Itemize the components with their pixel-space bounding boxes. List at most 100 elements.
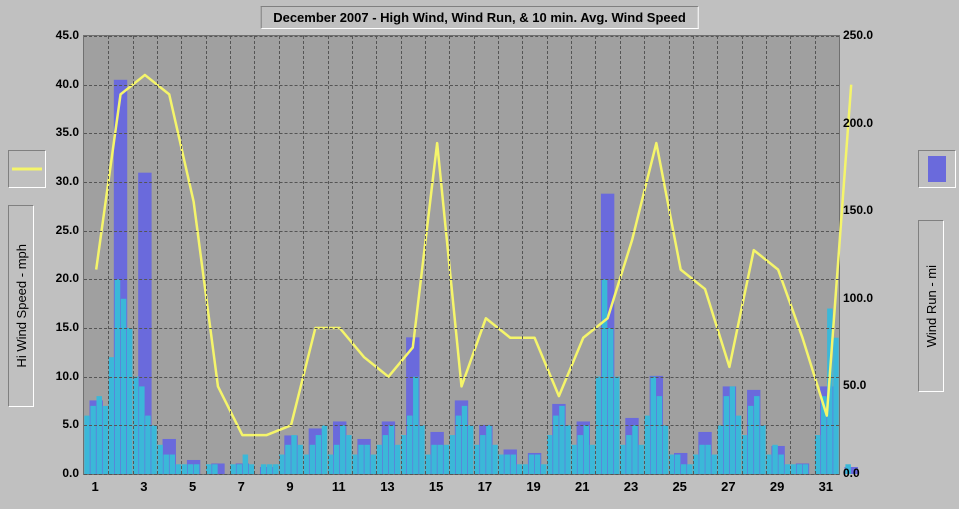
bar-avg-wind [517, 464, 522, 474]
gridline-v [254, 36, 255, 474]
gridline-v [644, 36, 645, 474]
bar-avg-wind [833, 338, 838, 474]
bar-avg-wind [431, 445, 436, 474]
gridline-v [449, 36, 450, 474]
x-tick: 31 [819, 479, 833, 494]
gridline-h [84, 279, 839, 280]
bar-avg-wind [584, 425, 589, 474]
bar-avg-wind [450, 435, 455, 474]
bar-avg-wind [340, 425, 345, 474]
bar-avg-wind [468, 425, 473, 474]
bar-avg-wind [657, 396, 662, 474]
bar-avg-wind [778, 455, 783, 474]
y-left-tick: 20.0 [29, 271, 79, 285]
bar-avg-wind [724, 396, 729, 474]
y-left-tick: 30.0 [29, 174, 79, 188]
gridline-h [84, 182, 839, 183]
bar-avg-wind [529, 455, 534, 474]
x-tick: 27 [721, 479, 735, 494]
legend-bar-swatch [918, 150, 956, 188]
bar-avg-wind [346, 435, 351, 474]
bar-avg-wind [748, 406, 753, 474]
y-right-tick: 200.0 [843, 116, 893, 130]
bar-avg-wind [322, 425, 327, 474]
gridline-v [108, 36, 109, 474]
gridline-v [303, 36, 304, 474]
y-right-tick: 150.0 [843, 203, 893, 217]
x-tick: 7 [238, 479, 245, 494]
bar-avg-wind [297, 445, 302, 474]
bar-avg-wind [304, 455, 309, 474]
gridline-h [84, 377, 839, 378]
x-tick: 9 [286, 479, 293, 494]
bar-avg-wind [711, 455, 716, 474]
bar-avg-wind [797, 464, 802, 474]
y-left-tick: 40.0 [29, 77, 79, 91]
bar-avg-wind [608, 328, 613, 474]
bar-avg-wind [663, 425, 668, 474]
gridline-v [425, 36, 426, 474]
bar-avg-wind [121, 299, 126, 474]
bar-avg-wind [687, 464, 692, 474]
bar-avg-wind [669, 455, 674, 474]
bar-avg-wind [279, 455, 284, 474]
bar-avg-wind [523, 464, 528, 474]
chart-container: { "title": "December 2007 - High Wind, W… [0, 0, 959, 509]
bar-avg-wind [291, 435, 296, 474]
y-right-tick: 100.0 [843, 291, 893, 305]
bar-avg-wind [127, 328, 132, 474]
chart-title: December 2007 - High Wind, Wind Run, & 1… [260, 6, 699, 29]
bar-avg-wind [176, 464, 181, 474]
bar-avg-wind [590, 445, 595, 474]
bar-avg-wind [103, 406, 108, 474]
bar-avg-wind [358, 445, 363, 474]
bar-avg-wind [511, 455, 516, 474]
bar-avg-wind [188, 464, 193, 474]
bar-avg-wind [352, 455, 357, 474]
x-tick: 1 [92, 479, 99, 494]
gridline-v [157, 36, 158, 474]
x-tick: 19 [526, 479, 540, 494]
bar-avg-wind [419, 425, 424, 474]
bar-avg-wind [334, 445, 339, 474]
bar-avg-wind [425, 455, 430, 474]
bar-avg-wind [170, 455, 175, 474]
bar-avg-wind [151, 425, 156, 474]
bar-avg-wind [273, 464, 278, 474]
x-tick: 15 [429, 479, 443, 494]
bar-avg-wind [504, 455, 509, 474]
bar-avg-wind [486, 425, 491, 474]
bar-avg-wind [559, 406, 564, 474]
gridline-v [595, 36, 596, 474]
y-left-tick: 35.0 [29, 125, 79, 139]
gridline-v [230, 36, 231, 474]
x-tick: 11 [332, 479, 346, 494]
bar-avg-wind [163, 455, 168, 474]
gridline-h [84, 474, 839, 475]
gridline-v [742, 36, 743, 474]
gridline-v [328, 36, 329, 474]
y-right-tick: 0.0 [843, 466, 893, 480]
x-tick: 5 [189, 479, 196, 494]
bar-avg-wind [699, 445, 704, 474]
bar-avg-wind [230, 464, 235, 474]
x-tick: 13 [380, 479, 394, 494]
chart-svg [84, 36, 839, 474]
bar-avg-wind [395, 445, 400, 474]
gridline-h [84, 85, 839, 86]
bar-avg-wind [249, 464, 254, 474]
bar-avg-wind [565, 425, 570, 474]
bar-avg-wind [364, 445, 369, 474]
bar-avg-wind [705, 445, 710, 474]
y-right-tick: 250.0 [843, 28, 893, 42]
gridline-v [206, 36, 207, 474]
gridline-h [84, 231, 839, 232]
bar-avg-wind [206, 464, 211, 474]
gridline-h [84, 133, 839, 134]
bar-avg-wind [577, 435, 582, 474]
bar-avg-wind [328, 455, 333, 474]
gridline-v [717, 36, 718, 474]
bar-avg-wind [474, 445, 479, 474]
bar-avg-wind [157, 445, 162, 474]
x-tick: 17 [478, 479, 492, 494]
